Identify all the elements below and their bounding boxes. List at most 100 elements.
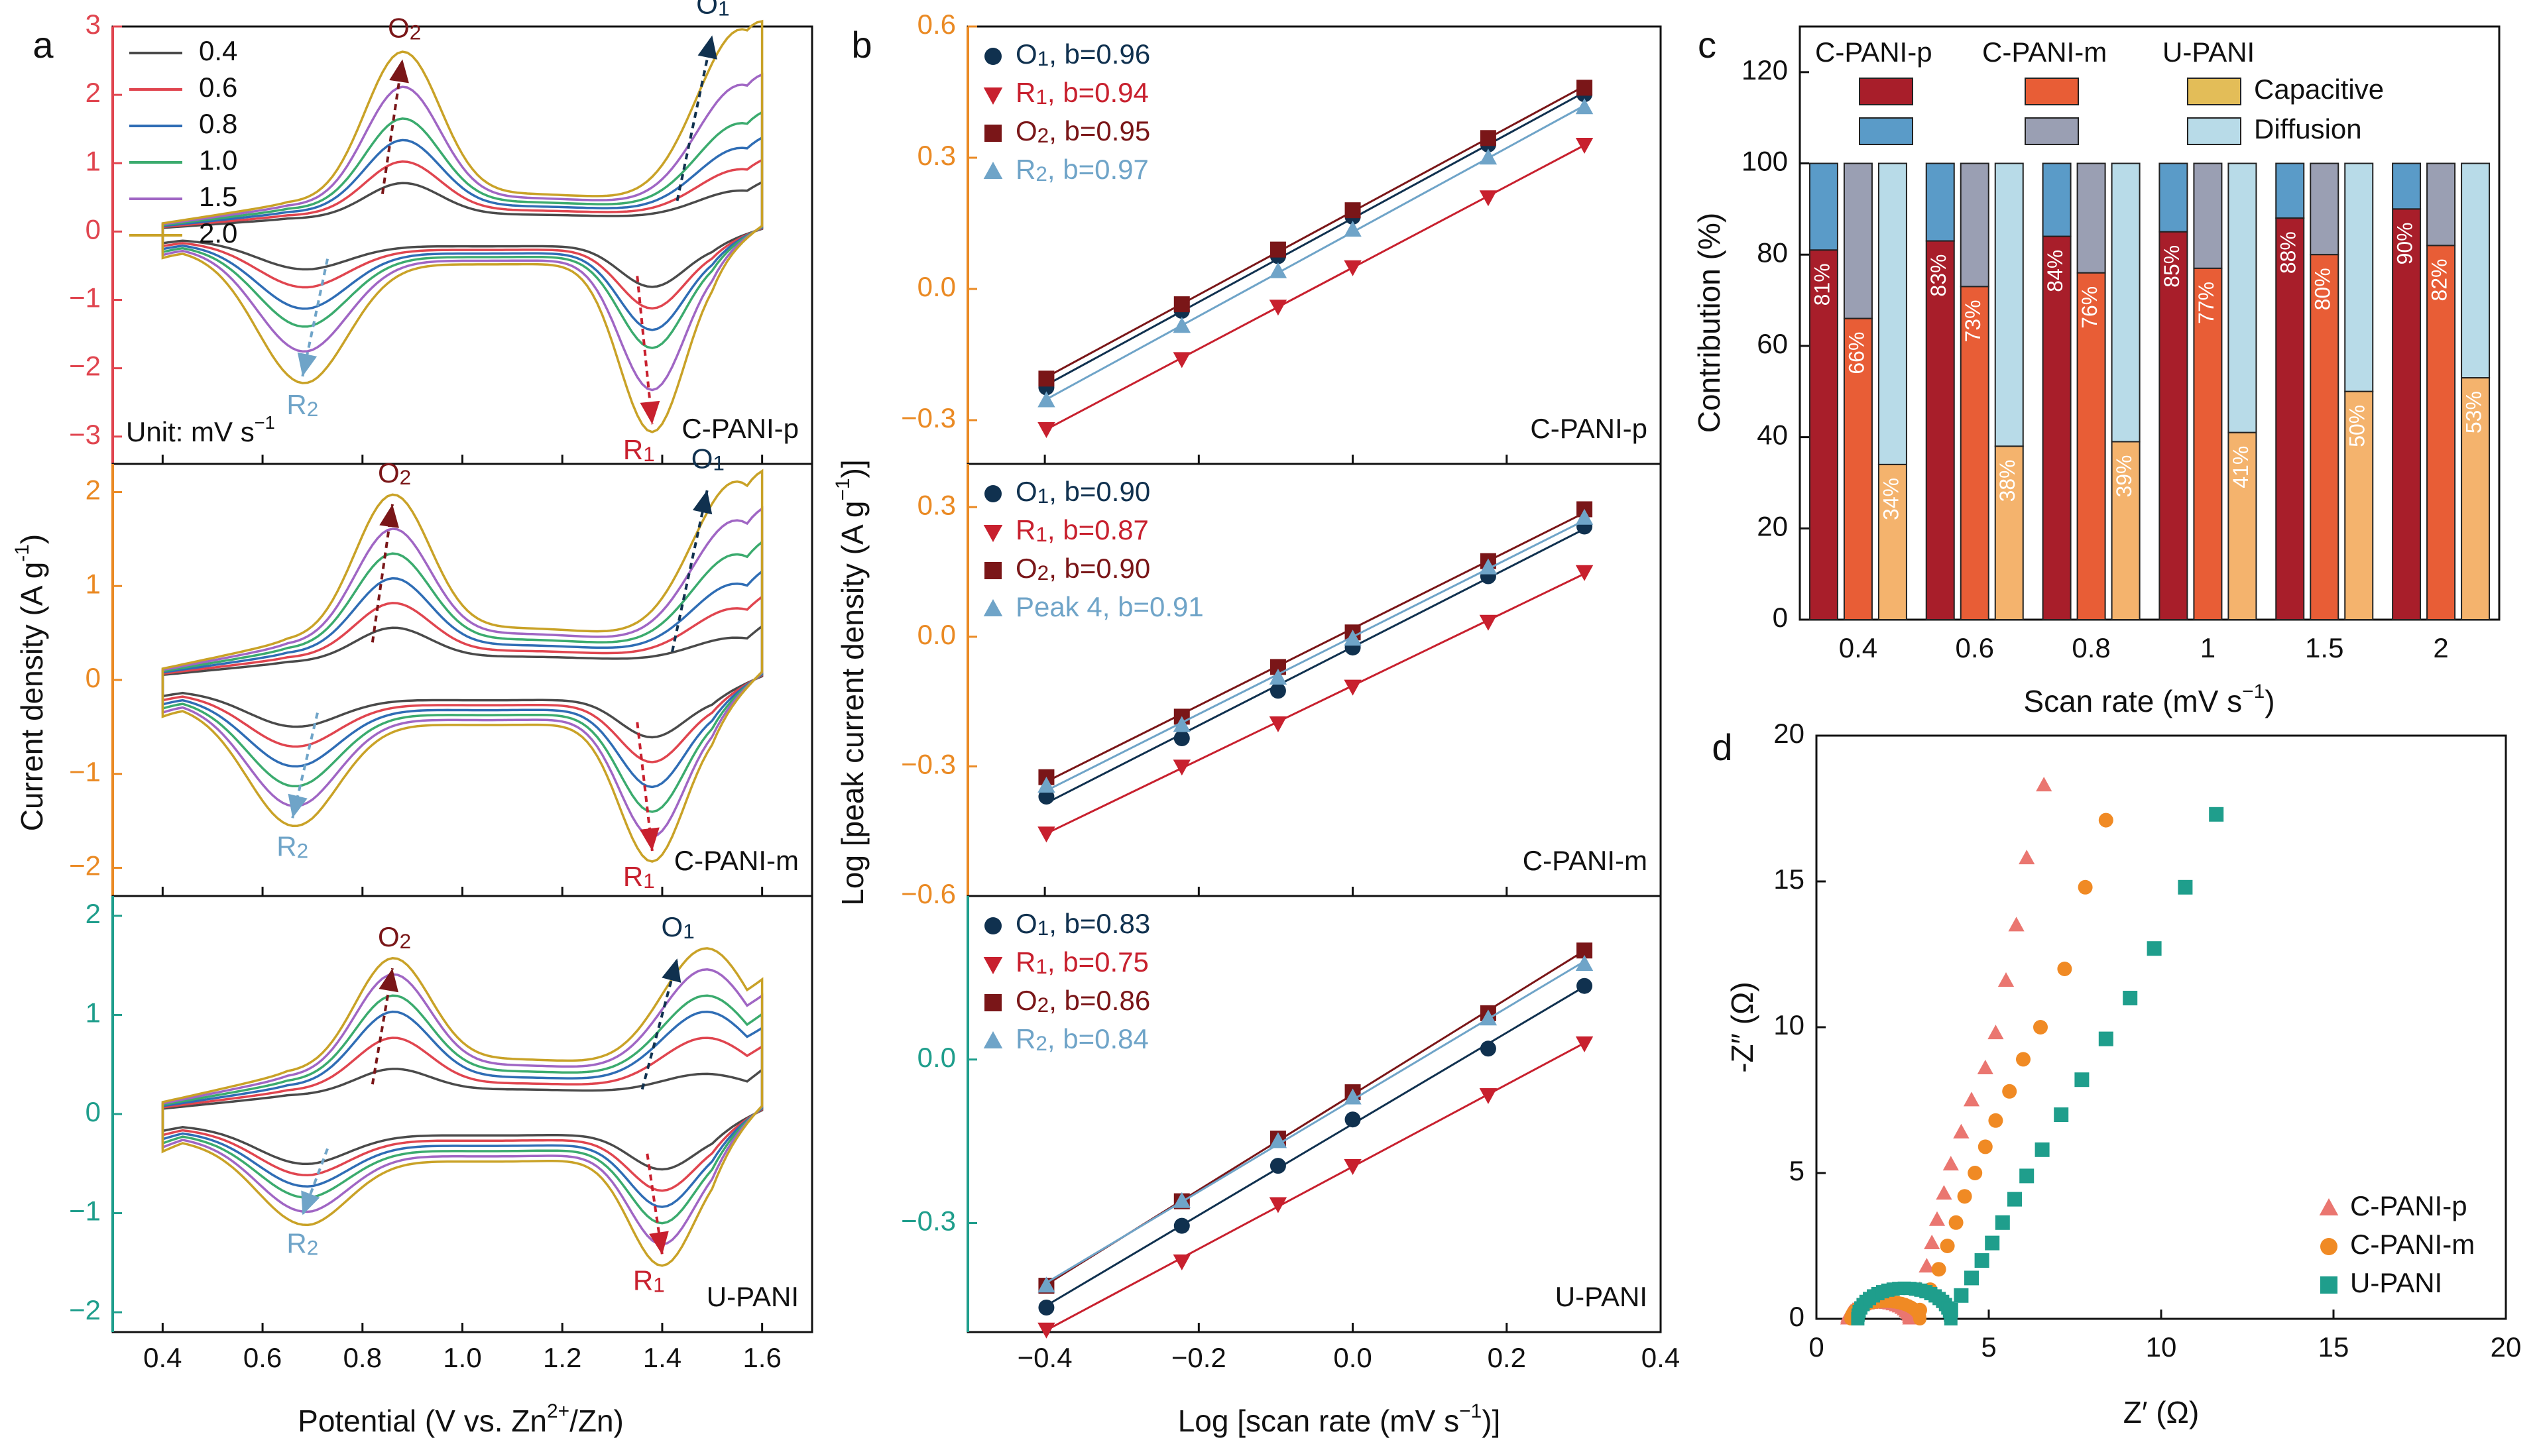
bar-capacitive-U-PANI — [2227, 431, 2257, 620]
label-subscript: 1 — [1037, 484, 1049, 508]
legend-marker-O2 — [984, 125, 1002, 142]
data-point-U-PANI-O1 — [1038, 1299, 1055, 1316]
bar-capacitive-C-PANI-p — [1925, 240, 1955, 621]
x-tick-label: 5 — [1981, 1331, 1996, 1363]
label-superscript: −1 — [2242, 681, 2265, 702]
eis-point-C-PANI-p — [1936, 1185, 1952, 1200]
peak-label-O1: O1 — [662, 911, 695, 943]
data-point-C-PANI-m-R1 — [1037, 826, 1055, 843]
data-point-C-PANI-p-R2 — [1269, 262, 1287, 278]
label-subscript: 1 — [1035, 954, 1047, 978]
label-part: )] — [835, 459, 870, 478]
peak-label-R2: R2 — [286, 1228, 318, 1260]
arrow-R2-head — [301, 1190, 320, 1215]
x-axis-title-c: Scan rate (mV s−1) — [2023, 681, 2274, 718]
label-part: , b=0.87 — [1047, 514, 1149, 545]
legend-label-C-PANI-m: C-PANI-m — [2350, 1229, 2475, 1260]
peak-label-R2: R2 — [276, 830, 308, 862]
eis-point-U-PANI — [2098, 1031, 2113, 1046]
arrow-O1-head — [692, 490, 713, 515]
y-axis-title-d: -Z″ (Ω) — [1725, 981, 1759, 1073]
bar-diffusion-C-PANI-m — [2426, 162, 2456, 247]
x-tick-label: 0.4 — [143, 1342, 182, 1373]
arrow-O1-shaft — [676, 34, 714, 201]
bar-label-U-PANI: 38% — [1995, 459, 2019, 502]
legend-marker-O1 — [984, 485, 1002, 502]
y-tick-label: 0 — [86, 213, 101, 245]
peak-label-R1: R1 — [623, 434, 655, 466]
label-part: Log [peak current density (A g — [835, 501, 870, 906]
legend-label-O2: O2, b=0.90 — [1016, 553, 1150, 585]
bar-diffusion-C-PANI-p — [2042, 162, 2072, 237]
label-subscript: 2 — [400, 465, 412, 489]
label-part: O — [1016, 476, 1037, 507]
label-part: Scan rate (mV s — [2023, 684, 2242, 718]
label-part: , b=0.94 — [1047, 77, 1149, 108]
legend-label-O2: O2, b=0.86 — [1016, 985, 1150, 1017]
data-point-C-PANI-p-R2 — [1575, 98, 1594, 115]
arrow-R1-head — [640, 827, 660, 851]
legend-group-m: C-PANI-m — [1982, 36, 2107, 68]
fit-line-C-PANI-p-R1 — [1045, 144, 1585, 431]
bar-capacitive-U-PANI — [1994, 445, 2024, 621]
bar-label-C-PANI-m: 82% — [2428, 258, 2451, 301]
panel-letter-b: b — [851, 24, 872, 66]
data-point-U-PANI-R2 — [1037, 1276, 1055, 1293]
y-tick-label: 5 — [1789, 1155, 1804, 1186]
data-point-U-PANI-R1 — [1173, 1254, 1191, 1270]
data-point-U-PANI-R2 — [1173, 1192, 1191, 1208]
legend-label-U-PANI: U-PANI — [2350, 1267, 2442, 1298]
label-part: , b=0.84 — [1047, 1023, 1149, 1054]
data-point-C-PANI-p-R1 — [1479, 190, 1498, 207]
data-point-U-PANI-R2 — [1575, 955, 1594, 972]
legend-marker-O2 — [984, 562, 1002, 579]
x-axis-title-b: Log [scan rate (mV s−1)] — [1178, 1400, 1501, 1438]
legend-swatch-diff-p — [1859, 117, 1913, 145]
eis-point-C-PANI-p — [2036, 777, 2052, 792]
x-axis-title-d: Z′ (Ω) — [2123, 1395, 2200, 1429]
data-point-U-PANI-R1 — [1344, 1158, 1362, 1175]
eis-point-C-PANI-p — [1987, 1025, 2004, 1040]
eis-point-C-PANI-m — [1931, 1262, 1946, 1277]
data-point-C-PANI-p-R2 — [1344, 221, 1362, 237]
y-tick-label: −1 — [69, 756, 101, 787]
label-part: O — [662, 911, 683, 942]
label-subscript: 1 — [1037, 46, 1049, 70]
eis-point-C-PANI-p — [1942, 1156, 1959, 1171]
bar-capacitive-C-PANI-m — [2193, 267, 2223, 620]
bar-label-C-PANI-p: 83% — [1926, 254, 1950, 297]
legend-marker-O1 — [984, 917, 1002, 934]
subplot-name-C-PANI-m: C-PANI-m — [1523, 845, 1647, 876]
y-tick-label: −2 — [69, 351, 101, 382]
data-point-U-PANI-O1 — [1270, 1158, 1286, 1174]
y-tick-label: −0.6 — [901, 878, 956, 909]
eis-point-C-PANI-p — [1977, 1059, 1993, 1074]
peak-label-O1: O1 — [691, 443, 725, 475]
y-tick-label: 1 — [86, 145, 101, 176]
y-tick-label: 0.3 — [917, 140, 956, 171]
eis-point-C-PANI-m — [1940, 1239, 1955, 1253]
label-part: O — [691, 443, 713, 475]
label-part: O — [1016, 985, 1037, 1016]
data-point-U-PANI-R1 — [1479, 1088, 1498, 1105]
arrow-O1-head — [697, 35, 717, 60]
y-tick-label: 120 — [1742, 54, 1788, 85]
eis-point-C-PANI-p — [1928, 1211, 1946, 1226]
eis-point-C-PANI-p — [1902, 1311, 1917, 1325]
y-tick-label: 20 — [1773, 718, 1804, 749]
data-point-U-PANI-R1 — [1575, 1036, 1594, 1052]
panel-letter-d: d — [1712, 726, 1732, 768]
bar-label-C-PANI-p: 88% — [2276, 231, 2300, 274]
bar-label-C-PANI-m: 73% — [1961, 300, 1985, 342]
label-part: Unit: mV s — [126, 416, 255, 447]
bar-label-C-PANI-m: 80% — [2311, 268, 2335, 310]
label-part: , b=0.90 — [1049, 553, 1150, 584]
label-superscript: −1 — [255, 412, 275, 433]
arrow-O1-shaft — [640, 958, 679, 1090]
label-part: ) — [2265, 684, 2274, 718]
eis-point-C-PANI-m — [1957, 1189, 1972, 1204]
peak-label-O2: O2 — [378, 921, 411, 953]
subplot-name-C-PANI-m: C-PANI-m — [674, 845, 799, 876]
